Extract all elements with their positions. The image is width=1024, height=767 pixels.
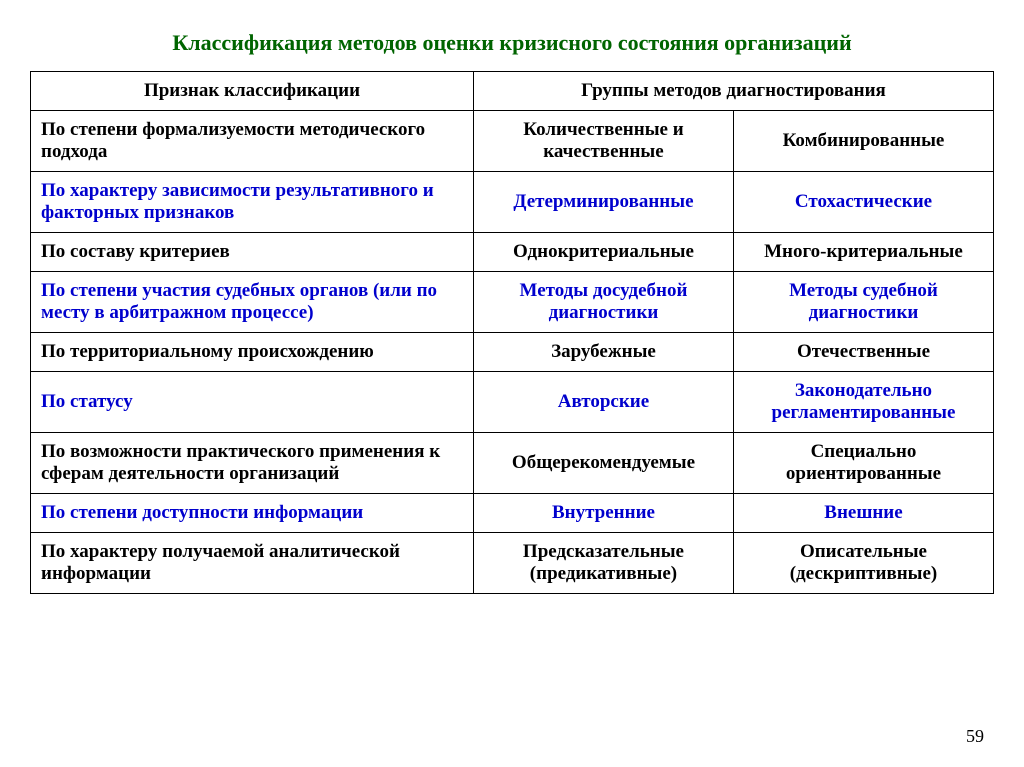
row-label: По возможности практического применения …	[31, 433, 474, 494]
row-group2: Стохастические	[733, 172, 993, 233]
row-label: По характеру зависимости результативного…	[31, 172, 474, 233]
row-group1: Авторские	[473, 372, 733, 433]
table-row: По степени участия судебных органов (или…	[31, 272, 994, 333]
table-row: По составу критериевОднокритериальныеМно…	[31, 233, 994, 272]
row-label: По степени доступности информации	[31, 494, 474, 533]
page-number: 59	[966, 726, 984, 747]
row-group2: Отечественные	[733, 333, 993, 372]
row-group2: Много-критериальные	[733, 233, 993, 272]
table-row: По характеру получаемой аналитической ин…	[31, 533, 994, 594]
row-group1: Предсказательные (предикативные)	[473, 533, 733, 594]
row-group2: Методы судебной диагностики	[733, 272, 993, 333]
row-group1: Однокритериальные	[473, 233, 733, 272]
row-label: По составу критериев	[31, 233, 474, 272]
header-col1: Признак классификации	[31, 72, 474, 111]
classification-table: Признак классификации Группы методов диа…	[30, 71, 994, 594]
row-group2: Специально ориентированные	[733, 433, 993, 494]
table-row: По статусуАвторскиеЗаконодательно реглам…	[31, 372, 994, 433]
header-col2: Группы методов диагностирования	[473, 72, 993, 111]
table-row: По степени доступности информацииВнутрен…	[31, 494, 994, 533]
row-label: По территориальному происхождению	[31, 333, 474, 372]
row-group1: Общерекомендуемые	[473, 433, 733, 494]
table-header-row: Признак классификации Группы методов диа…	[31, 72, 994, 111]
row-label: По степени участия судебных органов (или…	[31, 272, 474, 333]
row-group1: Количественные и качественные	[473, 111, 733, 172]
row-group1: Детерминированные	[473, 172, 733, 233]
table-row: По возможности практического применения …	[31, 433, 994, 494]
table-row: По территориальному происхождениюЗарубеж…	[31, 333, 994, 372]
row-group2: Законодательно регламентированные	[733, 372, 993, 433]
row-label: По характеру получаемой аналитической ин…	[31, 533, 474, 594]
row-label: По статусу	[31, 372, 474, 433]
table-row: По характеру зависимости результативного…	[31, 172, 994, 233]
row-group1: Зарубежные	[473, 333, 733, 372]
row-group1: Внутренние	[473, 494, 733, 533]
row-label: По степени формализуемости методического…	[31, 111, 474, 172]
row-group2: Внешние	[733, 494, 993, 533]
row-group2: Описательные (дескриптивные)	[733, 533, 993, 594]
row-group1: Методы досудебной диагностики	[473, 272, 733, 333]
row-group2: Комбинированные	[733, 111, 993, 172]
table-row: По степени формализуемости методического…	[31, 111, 994, 172]
page-title: Классификация методов оценки кризисного …	[30, 30, 994, 56]
